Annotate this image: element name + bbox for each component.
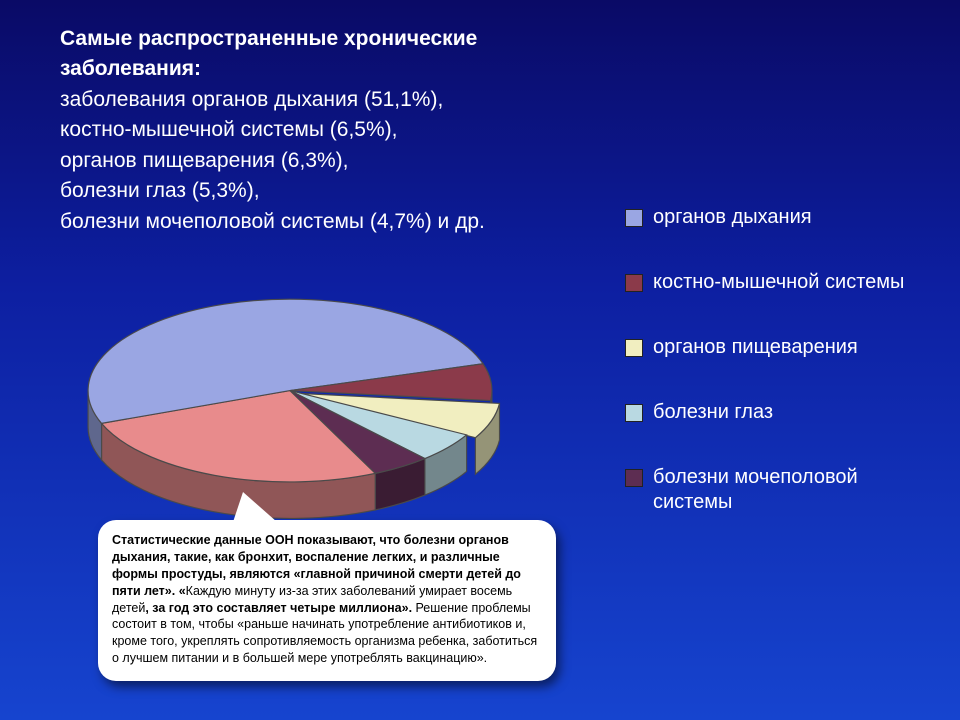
title-line: органов пищеварения (6,3%), <box>60 146 600 176</box>
legend-item: болезни глаз <box>625 400 925 425</box>
title-line: костно-мышечной системы (6,5%), <box>60 115 600 145</box>
title-line: болезни мочеполовой системы (4,7%) и др. <box>60 207 600 237</box>
title-line: болезни глаз (5,3%), <box>60 176 600 206</box>
callout-bubble: Статистические данные ООН показывают, чт… <box>98 520 556 681</box>
legend-item: органов дыхания <box>625 205 925 230</box>
legend: органов дыхания костно-мышечной системы … <box>625 205 925 555</box>
legend-item: органов пищеварения <box>625 335 925 360</box>
legend-swatch <box>625 404 643 422</box>
legend-label: болезни глаз <box>653 400 773 425</box>
legend-label: органов пищеварения <box>653 335 858 360</box>
title-line: заболевания органов дыхания (51,1%), <box>60 85 600 115</box>
legend-label: органов дыхания <box>653 205 812 230</box>
callout-bold: , за год это составляет четыре миллиона»… <box>145 601 412 615</box>
pie-chart <box>40 275 540 535</box>
legend-swatch <box>625 209 643 227</box>
title-block: Самые распространенные хронические забол… <box>60 24 600 237</box>
legend-swatch <box>625 469 643 487</box>
legend-label: костно-мышечной системы <box>653 270 904 295</box>
legend-label: болезни мочеполовой системы <box>653 465 925 515</box>
legend-swatch <box>625 339 643 357</box>
title-heading: Самые распространенные хронические забол… <box>60 24 600 85</box>
legend-swatch <box>625 274 643 292</box>
slide: Самые распространенные хронические забол… <box>0 0 960 720</box>
legend-item: болезни мочеполовой системы <box>625 465 925 515</box>
legend-item: костно-мышечной системы <box>625 270 925 295</box>
